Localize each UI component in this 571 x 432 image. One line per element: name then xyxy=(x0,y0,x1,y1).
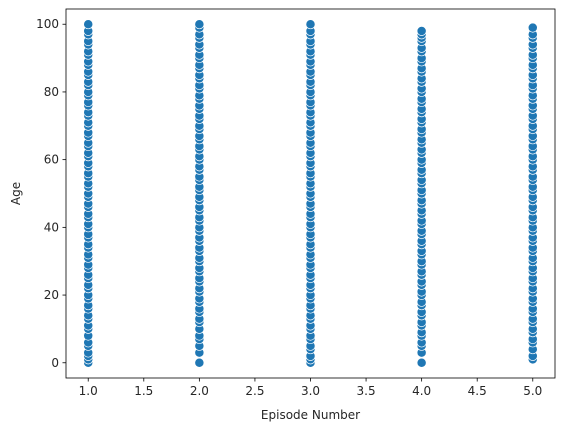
x-tick-label: 5.0 xyxy=(523,384,542,398)
x-axis-label: Episode Number xyxy=(261,408,360,422)
y-tick-label: 20 xyxy=(44,288,59,302)
data-point xyxy=(416,357,427,368)
x-tick-label: 4.5 xyxy=(468,384,487,398)
x-tick-label: 1.0 xyxy=(79,384,98,398)
y-tick-label: 80 xyxy=(44,85,59,99)
x-axis-ticks: 1.0 1.5 2.0 2.5 3.0 3.5 4.0 4.5 5.0 xyxy=(79,378,542,398)
x-tick-label: 3.5 xyxy=(357,384,376,398)
data-point xyxy=(194,19,205,30)
data-point xyxy=(527,22,538,33)
x-tick-label: 3.0 xyxy=(301,384,320,398)
data-point xyxy=(305,19,316,30)
x-tick-label: 2.5 xyxy=(245,384,264,398)
y-tick-label: 40 xyxy=(44,220,59,234)
y-axis-ticks: 0 20 40 60 80 100 xyxy=(36,17,66,370)
x-tick-label: 2.0 xyxy=(190,384,209,398)
y-tick-label: 60 xyxy=(44,153,59,167)
data-point xyxy=(194,357,205,368)
y-tick-label: 100 xyxy=(36,17,59,31)
data-points xyxy=(83,19,538,368)
data-point xyxy=(83,19,94,30)
x-tick-label: 1.5 xyxy=(134,384,153,398)
x-tick-label: 4.0 xyxy=(412,384,431,398)
data-point xyxy=(416,26,427,36)
y-tick-label: 0 xyxy=(51,356,59,370)
y-axis-label: Age xyxy=(9,182,23,205)
